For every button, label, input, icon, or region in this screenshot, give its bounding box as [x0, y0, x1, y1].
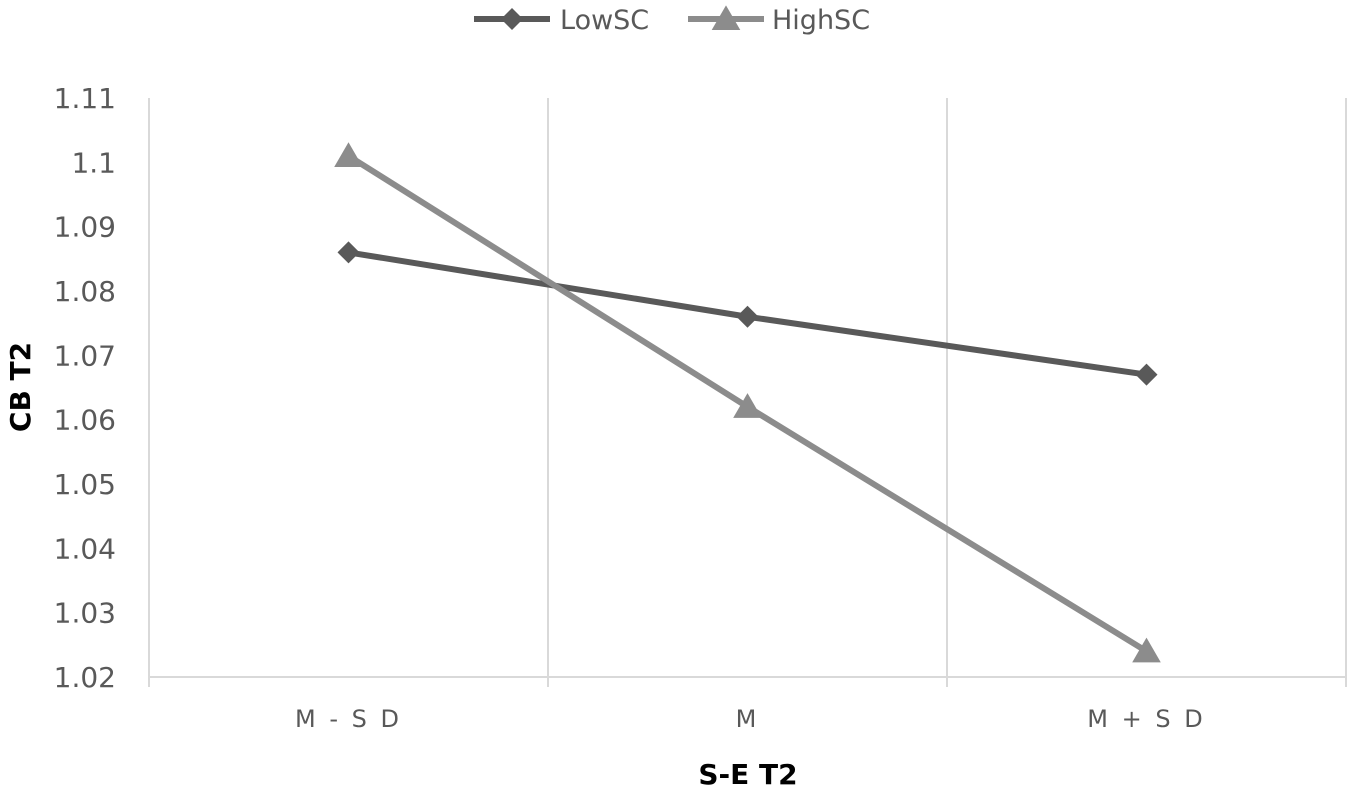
- lowsc-point: [736, 305, 759, 328]
- y-tick-label: 1.06: [54, 404, 116, 437]
- y-tick-label: 1.09: [54, 211, 116, 244]
- y-tick-label: 1.11: [54, 82, 116, 115]
- y-tick-label: 1.08: [54, 275, 116, 308]
- legend: LowSC HighSC: [474, 5, 870, 36]
- highsc-point: [1132, 637, 1161, 663]
- legend-lowsc-marker: [501, 8, 523, 30]
- x-axis-title: S-E T2: [698, 758, 797, 791]
- y-tick-label: 1.03: [54, 597, 116, 630]
- legend-lowsc-label: LowSC: [560, 5, 649, 36]
- y-tick-label: 1.07: [54, 339, 116, 372]
- grid-lines: [547, 98, 1347, 677]
- highsc-point: [733, 393, 762, 418]
- y-tick-labels: 1.02 1.03 1.04 1.05 1.06 1.07 1.08 1.09 1.1 1.11: [54, 82, 116, 694]
- y-tick-label: 1.05: [54, 468, 116, 501]
- y-axis-title: CB T2: [4, 342, 37, 432]
- x-tick-labels: M - S D M M + S D: [295, 705, 1205, 733]
- lowsc-point: [1135, 363, 1158, 386]
- x-tick-label: M + S D: [1087, 705, 1205, 733]
- lowsc-point: [337, 241, 360, 264]
- legend-highsc-marker: [711, 5, 741, 31]
- x-tick-label: M - S D: [295, 705, 402, 733]
- y-tick-label: 1.02: [54, 661, 116, 694]
- legend-highsc-label: HighSC: [772, 5, 870, 36]
- series-markers: [334, 142, 1161, 663]
- x-tick-label: M: [736, 705, 760, 733]
- y-tick-label: 1.1: [71, 146, 116, 179]
- highsc-point: [334, 142, 363, 167]
- y-tick-label: 1.04: [54, 532, 116, 565]
- axes: [148, 98, 1347, 687]
